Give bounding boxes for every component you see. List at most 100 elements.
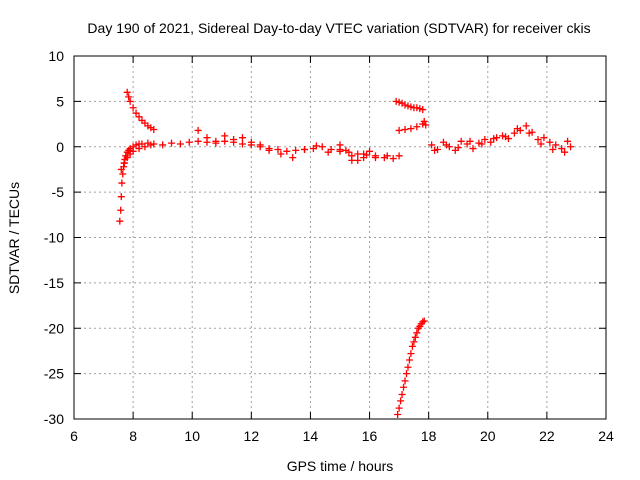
data-point (360, 154, 368, 162)
y-tick-label: 5 (56, 93, 64, 109)
data-point (422, 121, 430, 129)
data-point (221, 132, 229, 140)
x-tick-label: 16 (362, 428, 378, 444)
data-point (132, 109, 140, 117)
data-point (395, 126, 403, 134)
y-tick-label: -5 (52, 184, 65, 200)
data-point (147, 141, 155, 149)
data-point (212, 137, 220, 145)
data-point (405, 356, 413, 364)
data-point (442, 141, 450, 149)
data-point (537, 140, 545, 148)
y-tick-label: -20 (44, 320, 64, 336)
data-point (561, 148, 569, 156)
data-point (238, 134, 246, 142)
data-point (312, 142, 320, 150)
data-point (395, 152, 403, 160)
data-point (256, 141, 264, 149)
data-point (354, 156, 362, 164)
data-point (159, 141, 167, 149)
y-tick-labels: 10 5 0 -5 -10 -15 -20 -25 -30 (44, 48, 64, 427)
data-point (318, 143, 326, 151)
data-point (513, 125, 521, 133)
y-axis-label: SDTVAR / TECUs (6, 182, 22, 294)
data-point (540, 134, 548, 142)
data-point (265, 146, 273, 154)
data-point (395, 404, 403, 412)
data-point (564, 137, 572, 145)
data-point (203, 134, 211, 142)
data-point (125, 93, 133, 101)
x-axis-label: GPS time / hours (287, 458, 394, 474)
data-point (567, 143, 575, 151)
data-point (289, 154, 297, 162)
data-point (371, 154, 379, 162)
data-point (247, 138, 255, 146)
data-point (546, 138, 554, 146)
data-point (558, 145, 566, 153)
data-point (117, 206, 125, 214)
data-point (277, 150, 285, 158)
data-point (454, 144, 462, 152)
x-tick-label: 14 (303, 428, 319, 444)
data-point (135, 113, 143, 121)
data-point (411, 333, 419, 341)
data-point (383, 152, 391, 160)
data-point (401, 126, 409, 134)
data-point (117, 193, 125, 201)
x-tick-label: 20 (480, 428, 496, 444)
data-point (168, 139, 176, 147)
x-tick-label: 22 (539, 428, 555, 444)
data-point (126, 97, 134, 105)
data-point (185, 138, 193, 146)
data-point (478, 140, 486, 148)
x-tick-label: 10 (184, 428, 200, 444)
y-tick-label: 0 (56, 139, 64, 155)
data-point (119, 170, 127, 178)
data-point (481, 135, 489, 143)
data-point (534, 135, 542, 143)
data-point (428, 141, 436, 149)
data-point (469, 145, 477, 153)
data-point (129, 147, 137, 155)
x-tick-label: 6 (70, 428, 78, 444)
data-point (123, 154, 131, 162)
data-point (549, 145, 557, 153)
data-point (413, 123, 421, 131)
data-point (552, 141, 560, 149)
data-point (194, 126, 202, 134)
data-point (274, 145, 282, 153)
x-tick-label: 12 (244, 428, 260, 444)
data-point (354, 150, 362, 158)
x-tick-label: 8 (129, 428, 137, 444)
data-point (176, 140, 184, 148)
data-point (522, 122, 530, 130)
data-point (404, 363, 412, 371)
grid (74, 56, 606, 419)
data-point (401, 377, 409, 385)
data-point (238, 140, 246, 148)
data-point (324, 148, 332, 156)
data-point (283, 147, 291, 155)
data-point (301, 145, 309, 153)
data-point (466, 137, 474, 145)
chart-title: Day 190 of 2021, Sidereal Day-to-day VTE… (87, 20, 590, 36)
data-point (420, 117, 428, 125)
data-point (123, 88, 131, 96)
data-point (525, 129, 533, 137)
y-tick-label: 10 (48, 48, 64, 64)
data-point (408, 342, 416, 350)
data-point (420, 317, 428, 325)
x-tick-label: 18 (421, 428, 437, 444)
y-tick-label: -15 (44, 275, 64, 291)
data-point (398, 390, 406, 398)
plot-frame (73, 55, 607, 420)
data-point (116, 217, 124, 225)
data-point (397, 397, 405, 405)
data-point (431, 146, 439, 154)
data-point (487, 138, 495, 146)
data-point (230, 135, 238, 143)
x-tick-labels: 6 8 10 12 14 16 18 20 22 24 (70, 428, 614, 444)
data-point (129, 104, 137, 112)
